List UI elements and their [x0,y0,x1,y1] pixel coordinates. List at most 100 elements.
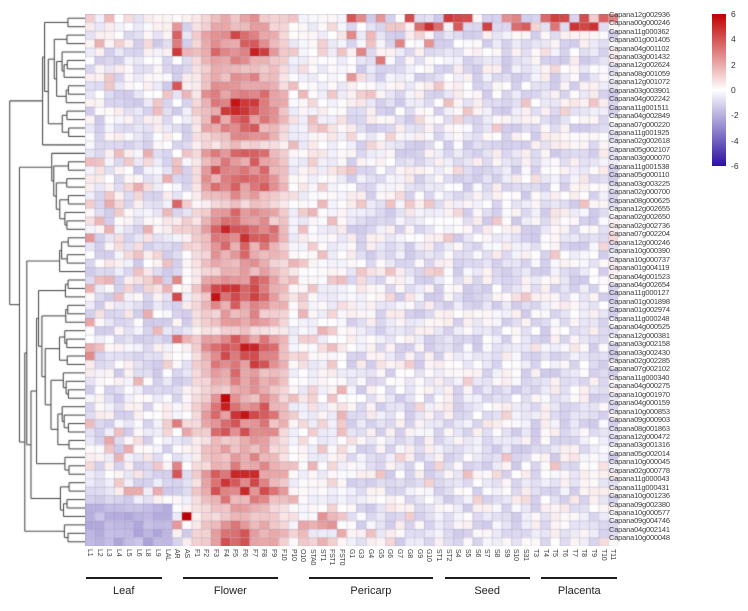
column-label: L3 [105,549,113,557]
row-label: Capana03g002158 [609,339,670,349]
column-label: F9 [270,549,278,557]
row-label: Capana10g000390 [609,246,670,256]
row-label: Capana12g000246 [609,237,670,247]
column-label: F2 [202,549,210,557]
row-label: Capana01g001898 [609,296,670,306]
column-label: G10 [425,549,433,562]
column-label: S10 [512,549,520,561]
row-label: Capana01g001405 [609,35,670,45]
colorbar-tick-label: -2 [731,110,739,121]
row-label: Capana04g000275 [609,381,670,391]
row-label: Capana04g002849 [609,111,670,121]
group-label: Placenta [557,585,601,597]
row-label: Capana11g001511 [609,102,669,112]
row-label: Capana04g002654 [609,280,670,290]
row-label: Capana03g002430 [609,347,670,357]
row-label: Capana08g001863 [609,423,670,433]
column-label: T3 [531,549,539,557]
row-label: Capana04g000525 [609,322,670,332]
row-label: Capana05g002107 [609,144,670,154]
group-label: Flower [213,585,247,597]
column-label: LAL [163,549,171,561]
heatmap-grid [85,14,618,546]
row-label: Capana01g002974 [609,305,670,315]
column-label: ST2 [444,549,452,562]
row-label: Capana04g001523 [609,271,670,281]
column-label: G6 [386,549,394,558]
row-label: Capana07g002102 [609,364,670,374]
colorbar-tick-label: 2 [731,59,736,70]
column-label: F7 [250,549,258,557]
column-label: G4 [367,549,375,558]
row-label: Capana03g001316 [609,440,670,450]
row-dendrogram [6,14,85,546]
column-label: P10 [289,549,297,561]
row-label: Capana03g001432 [609,52,670,62]
column-label: S4 [454,549,462,558]
row-label: Capana00g000246 [609,18,670,28]
row-label: Capana02g002285 [609,356,670,366]
row-label: Capana11g000043 [609,474,670,484]
column-label: S7 [483,549,491,558]
column-label: L4 [115,549,123,557]
colorbar-tick-label: -6 [731,161,739,171]
row-label: Capana02g000778 [609,465,670,475]
column-label: T5 [551,549,559,557]
group-bracket-line [308,577,433,579]
column-label: L9 [153,549,161,557]
column-label: T6 [560,549,568,557]
row-label: Capana05g000110 [609,170,670,180]
row-label: Capana12g002624 [609,60,670,70]
column-label: F10 [279,549,287,561]
row-label: Capana04g002242 [609,94,670,104]
row-label: Capana10g000045 [609,457,670,467]
row-label: Capana12g002936 [609,9,670,19]
row-label: Capana03g003225 [609,178,670,188]
row-label: Capana10g000577 [609,508,670,518]
column-label: FST0 [338,549,345,566]
row-label: Capana04g001102 [609,43,670,53]
column-label: FST1 [328,549,336,566]
row-label: Capana12g002655 [609,204,670,214]
column-label: L8 [144,549,152,557]
row-label: Capana03g000070 [609,153,670,163]
row-label: Capana04g002141 [609,524,670,534]
group-bracket-line [444,577,530,579]
row-label: Capana12g000381 [609,330,670,340]
row-label: Capana11g000248 [609,313,670,323]
row-label: Capana10g000853 [609,406,670,416]
row-label: Capana12g001072 [609,77,670,87]
column-label: AR [173,549,181,559]
row-label: Capana02g000700 [609,187,670,197]
column-label: STA0 [308,549,316,566]
row-label: Capana11g001925 [609,128,670,138]
column-label: S6 [473,549,481,558]
row-label: Capana11g000431 [609,482,670,492]
group-label: Pericarp [350,585,392,597]
group-bracket-line [86,577,162,579]
row-label: Capana10g001236 [609,491,670,501]
row-label: Capana01g004119 [609,263,670,273]
row-label: Capana11g000127 [609,288,670,298]
column-label: F3 [212,549,220,557]
row-label: Capana11g000340 [609,372,670,382]
row-label: Capana08g001059 [609,68,670,78]
row-label: Capana12g000472 [609,432,670,442]
column-label: G3 [357,549,365,558]
column-label: T10 [599,549,607,561]
column-label: O10 [299,549,307,562]
row-label: Capana08g000625 [609,195,670,205]
group-bracket-line [182,577,278,579]
row-label: Capana04g000159 [609,398,670,408]
column-label: T9 [589,549,597,557]
column-label: ST1 [318,549,326,562]
column-label: S31 [522,549,530,561]
colorbar-tick-label: -4 [731,135,739,146]
column-label: F4 [221,549,229,557]
column-label: G5 [376,549,384,558]
column-label: F1 [192,549,200,557]
group-label: Seed [474,585,501,597]
colorbar-tick-label: 0 [731,85,736,95]
column-label: G7 [396,549,404,558]
